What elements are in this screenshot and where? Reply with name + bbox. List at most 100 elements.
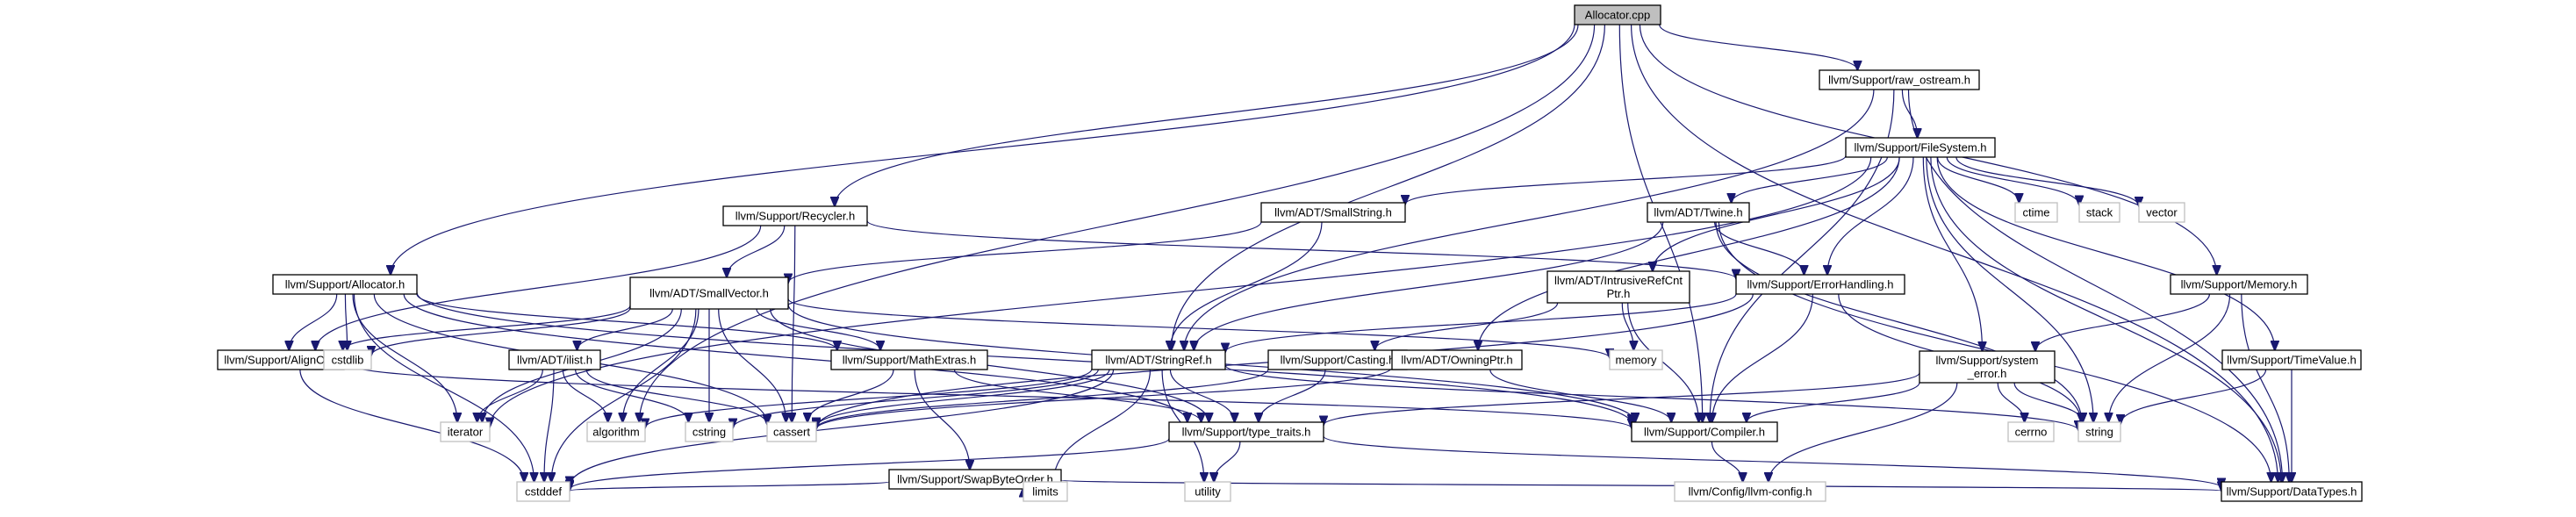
header-file-node[interactable]: llvm/ADT/Twine.h xyxy=(1647,202,1750,223)
node-box xyxy=(766,421,817,442)
header-file-node[interactable]: llvm/Support/FileSystem.h xyxy=(1845,137,1996,158)
edge-n10-to-n24 xyxy=(352,293,457,422)
node-box xyxy=(1184,481,1231,502)
header-file-node[interactable]: llvm/ADT/StringRef.h xyxy=(1091,349,1226,370)
edge-n2-to-n23 xyxy=(1936,156,2275,350)
edge-n18-to-n27 xyxy=(816,369,1110,427)
edge-n28-to-n33 xyxy=(570,437,1170,490)
system-header-node[interactable]: vector xyxy=(2138,202,2185,223)
node-box xyxy=(1546,270,1690,304)
node-box xyxy=(2014,202,2058,223)
edge-n20-to-n27 xyxy=(816,366,1393,429)
node-box xyxy=(1168,421,1324,442)
node-box xyxy=(2078,202,2120,223)
edge-n17-to-n25 xyxy=(562,369,607,422)
edge-n11-to-n33 xyxy=(551,308,697,482)
edge-n32-to-n33 xyxy=(570,482,890,491)
node-label: limits xyxy=(1032,485,1058,499)
node-box xyxy=(722,205,868,226)
edge-n0-to-n10 xyxy=(391,24,1575,275)
edge-n10-to-n14 xyxy=(289,293,338,350)
node-label: stack xyxy=(2086,206,2113,219)
edge-n0-to-n18 xyxy=(1172,24,1605,350)
system-header-node[interactable]: stack xyxy=(2078,202,2120,223)
system-header-node[interactable]: ctime xyxy=(2014,202,2058,223)
edge-n18-to-n33 xyxy=(570,369,1115,486)
system-header-node[interactable]: cerrno xyxy=(2007,421,2055,442)
node-box xyxy=(1260,202,1406,223)
node-label: llvm/Support/DataTypes.h xyxy=(2227,485,2357,499)
node-label: llvm/ADT/ilist.h xyxy=(517,354,592,367)
system-header-node[interactable]: utility xyxy=(1184,481,1231,502)
edge-n2-to-n8 xyxy=(1955,156,2139,206)
header-file-node[interactable]: llvm/Support/MathExtras.h xyxy=(830,349,988,370)
header-file-node[interactable]: llvm/Support/AlignOf.h xyxy=(217,349,345,370)
system-header-node[interactable]: cstring xyxy=(685,421,734,442)
header-file-node[interactable]: llvm/Support/raw_ostream.h xyxy=(1819,69,1980,90)
header-file-node[interactable]: llvm/Support/type_traits.h xyxy=(1168,421,1324,442)
node-label: llvm/Support/Allocator.h xyxy=(285,278,405,291)
node-box xyxy=(2138,202,2185,223)
header-file-node[interactable]: llvm/ADT/OwningPtr.h xyxy=(1391,349,1523,370)
edge-n2-to-n6 xyxy=(1937,156,2020,203)
edge-n12-to-n29 xyxy=(1627,302,1699,422)
edge-n11-to-n15 xyxy=(371,307,631,355)
header-file-node[interactable]: llvm/Support/ErrorHandling.h xyxy=(1735,274,1905,295)
edge-n22-to-n31 xyxy=(1997,382,2024,422)
system-header-node[interactable]: limits xyxy=(1023,481,1068,502)
system-header-node[interactable]: llvm/Config/llvm-config.h xyxy=(1674,481,1826,502)
node-label: cstring xyxy=(692,426,726,439)
edge-n5-to-n30 xyxy=(1715,221,2082,422)
node-label: algorithm xyxy=(592,426,639,439)
system-header-node[interactable]: cstddef xyxy=(516,481,570,502)
system-header-node[interactable]: string xyxy=(2077,421,2121,442)
header-file-node[interactable]: llvm/Support/TimeValue.h xyxy=(2221,349,2362,370)
edge-n0-to-n25 xyxy=(639,24,1596,422)
node-label: _error.h xyxy=(1967,367,2007,380)
header-file-node[interactable]: llvm/Support/Compiler.h xyxy=(1631,421,1778,442)
edge-n22-to-n28 xyxy=(1324,372,1920,426)
header-file-node[interactable]: llvm/Support/Memory.h xyxy=(2170,274,2308,295)
edge-n4-to-n18 xyxy=(1170,221,1323,350)
node-box xyxy=(272,274,418,295)
header-file-node[interactable]: llvm/Support/Allocator.h xyxy=(272,274,418,295)
edge-n0-to-n29 xyxy=(1618,24,1702,422)
node-box xyxy=(830,349,988,370)
header-file-node[interactable]: llvm/Support/SwapByteOrder.h xyxy=(888,469,1062,490)
edge-n11-to-n17 xyxy=(578,308,673,350)
system-header-node[interactable]: memory xyxy=(1609,349,1663,370)
edge-n0-to-n1 xyxy=(1659,24,1858,70)
edge-n28-to-n35 xyxy=(1214,441,1241,482)
edge-n0-to-n37 xyxy=(1631,24,2278,482)
edge-n16-to-n28 xyxy=(953,369,1202,422)
node-label: llvm/Support/TimeValue.h xyxy=(2227,354,2356,367)
edge-n22-to-n30 xyxy=(2013,382,2083,422)
system-header-node[interactable]: algorithm xyxy=(586,421,646,442)
header-file-node[interactable]: llvm/ADT/SmallVector.h xyxy=(629,276,789,310)
node-label: vector xyxy=(2146,206,2178,219)
system-header-node[interactable]: iterator xyxy=(440,421,491,442)
node-box xyxy=(1023,481,1068,502)
edge-n1-to-n2 xyxy=(1901,89,1917,138)
edge-n11-to-n14 xyxy=(343,305,631,350)
node-box xyxy=(2221,481,2363,502)
system-header-node[interactable]: cassert xyxy=(766,421,817,442)
node-label: Ptr.h xyxy=(1607,287,1631,300)
edge-n18-to-n34 xyxy=(1054,369,1152,482)
edge-n23-to-n30 xyxy=(2120,369,2267,424)
edge-n22-to-n36 xyxy=(1769,382,1958,482)
header-file-node[interactable]: llvm/Support/Recycler.h xyxy=(722,205,868,226)
system-header-node[interactable]: cstdlib xyxy=(323,349,372,370)
edge-n18-to-n28 xyxy=(1169,369,1234,422)
node-box xyxy=(1391,349,1523,370)
edge-n11-to-n21 xyxy=(787,298,1610,358)
header-file-node[interactable]: llvm/ADT/ilist.h xyxy=(508,349,601,370)
node-label: llvm/ADT/Twine.h xyxy=(1654,206,1742,219)
root-file-node: Allocator.cpp xyxy=(1574,4,1661,25)
header-file-node[interactable]: llvm/Support/system_error.h xyxy=(1919,350,2056,384)
header-file-node[interactable]: llvm/Support/Casting.h xyxy=(1267,349,1408,370)
header-file-node[interactable]: llvm/Support/DataTypes.h xyxy=(2221,481,2363,502)
header-file-node[interactable]: llvm/ADT/SmallString.h xyxy=(1260,202,1406,223)
node-label: llvm/Config/llvm-config.h xyxy=(1689,485,1812,499)
